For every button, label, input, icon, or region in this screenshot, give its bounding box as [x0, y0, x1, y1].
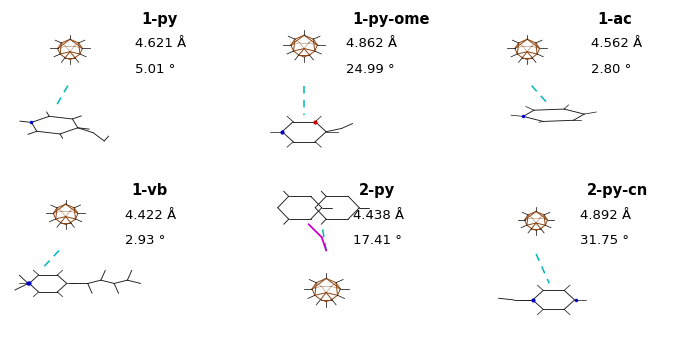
Text: 31.75 °: 31.75 ° [580, 234, 629, 247]
Text: 4.862 Å: 4.862 Å [346, 37, 397, 50]
Text: 1-py: 1-py [141, 12, 178, 26]
Text: 1-ac: 1-ac [598, 12, 633, 26]
Text: 4.422 Å: 4.422 Å [125, 209, 176, 222]
Text: 1-vb: 1-vb [132, 183, 168, 198]
Text: 4.621 Å: 4.621 Å [135, 37, 186, 50]
Text: 2-py: 2-py [359, 183, 396, 198]
Text: 24.99 °: 24.99 ° [346, 62, 395, 75]
Text: 5.01 °: 5.01 ° [135, 62, 176, 75]
Text: 4.562 Å: 4.562 Å [592, 37, 643, 50]
Text: 2.93 °: 2.93 ° [125, 234, 165, 247]
Text: 1-py-ome: 1-py-ome [353, 12, 430, 26]
Text: 4.438 Å: 4.438 Å [353, 209, 404, 222]
Text: 4.892 Å: 4.892 Å [580, 209, 631, 222]
Text: 2.80 °: 2.80 ° [592, 62, 631, 75]
Text: 17.41 °: 17.41 ° [353, 234, 402, 247]
Text: 2-py-cn: 2-py-cn [587, 183, 648, 198]
